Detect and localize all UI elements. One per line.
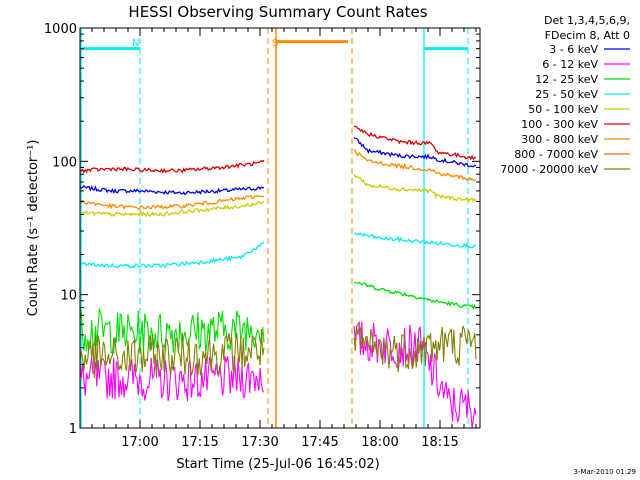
y-tick-label-1: 1 bbox=[69, 422, 77, 437]
series-3-6-kev bbox=[79, 136, 477, 196]
series-line-segment-0 bbox=[79, 194, 265, 211]
series-12-25-kev bbox=[79, 281, 477, 354]
legend-label-4: 50 - 100 keV bbox=[528, 103, 598, 116]
series-line-segment-1 bbox=[353, 136, 477, 168]
series-300-800-kev bbox=[79, 149, 477, 211]
x-tick-label: 17:00 bbox=[121, 435, 158, 450]
annotation-n: N bbox=[132, 38, 139, 49]
x-tick-label: 17:15 bbox=[181, 435, 218, 450]
axis-ticks: 1 10 100 1000 17:00 17:15 17:30 17:45 18:00 18:15 bbox=[44, 22, 480, 450]
x-axis-label: Start Time (25-Jul-06 16:45:02) bbox=[176, 457, 379, 472]
legend-header-line-0: Det 1,3,4,5,6,9, bbox=[544, 14, 630, 27]
legend-label-5: 100 - 300 keV bbox=[521, 118, 598, 131]
series-50-100-kev bbox=[79, 174, 477, 218]
x-tick-label: 18:00 bbox=[361, 435, 398, 450]
x-tick-label: 17:30 bbox=[241, 435, 278, 450]
series-line-segment-1 bbox=[353, 321, 477, 429]
y-axis-label: Count Rate (s⁻¹ detector⁻¹) bbox=[26, 140, 41, 317]
legend-label-3: 25 - 50 keV bbox=[535, 88, 598, 101]
legend-header-line-1: FDecim 8, Att 0 bbox=[545, 29, 630, 42]
y-tick-label-1000: 1000 bbox=[44, 22, 77, 37]
legend: Det 1,3,4,5,6,9, FDecim 8, Att 03 - 6 keV… bbox=[500, 14, 630, 176]
legend-label-7: 800 - 7000 keV bbox=[514, 148, 598, 161]
legend-label-8: 7000 - 20000 keV bbox=[500, 163, 598, 176]
series-line-segment-0 bbox=[80, 242, 265, 269]
y-tick-label-10: 10 bbox=[60, 289, 77, 304]
annotation-s: S bbox=[272, 38, 278, 49]
series-line-segment-0 bbox=[79, 200, 265, 218]
chart-title: HESSI Observing Summary Count Rates bbox=[128, 3, 427, 21]
x-tick-label: 17:45 bbox=[301, 435, 338, 450]
series-line-segment-1 bbox=[353, 281, 477, 310]
series-6-12-kev bbox=[79, 321, 477, 429]
x-tick-label: 18:15 bbox=[421, 435, 458, 450]
legend-label-6: 300 - 800 keV bbox=[521, 133, 598, 146]
legend-label-1: 6 - 12 keV bbox=[542, 58, 598, 71]
timestamp-footer: 3-Mar-2010 01:29 bbox=[574, 468, 636, 476]
plot-frame bbox=[79, 27, 481, 429]
series-line-segment-1 bbox=[353, 232, 477, 249]
series-line-segment-1 bbox=[353, 323, 477, 373]
legend-label-2: 12 - 25 keV bbox=[535, 73, 598, 86]
series-7000-20000-kev bbox=[79, 323, 477, 378]
legend-label-0: 3 - 6 keV bbox=[549, 43, 598, 56]
series-25-50-kev bbox=[80, 232, 477, 269]
series-line-segment-1 bbox=[353, 125, 477, 161]
series-line-segment-0 bbox=[79, 329, 265, 378]
series-100-300-kev bbox=[79, 125, 477, 174]
series-line-segment-1 bbox=[353, 174, 477, 203]
series-line-segment-0 bbox=[79, 355, 265, 402]
series-line-segment-0 bbox=[79, 159, 265, 174]
y-tick-label-100: 100 bbox=[52, 155, 77, 170]
series-layer bbox=[79, 125, 477, 429]
series-line-segment-1 bbox=[353, 149, 477, 182]
series-line-segment-0 bbox=[79, 307, 265, 354]
series-line-segment-0 bbox=[79, 184, 265, 196]
